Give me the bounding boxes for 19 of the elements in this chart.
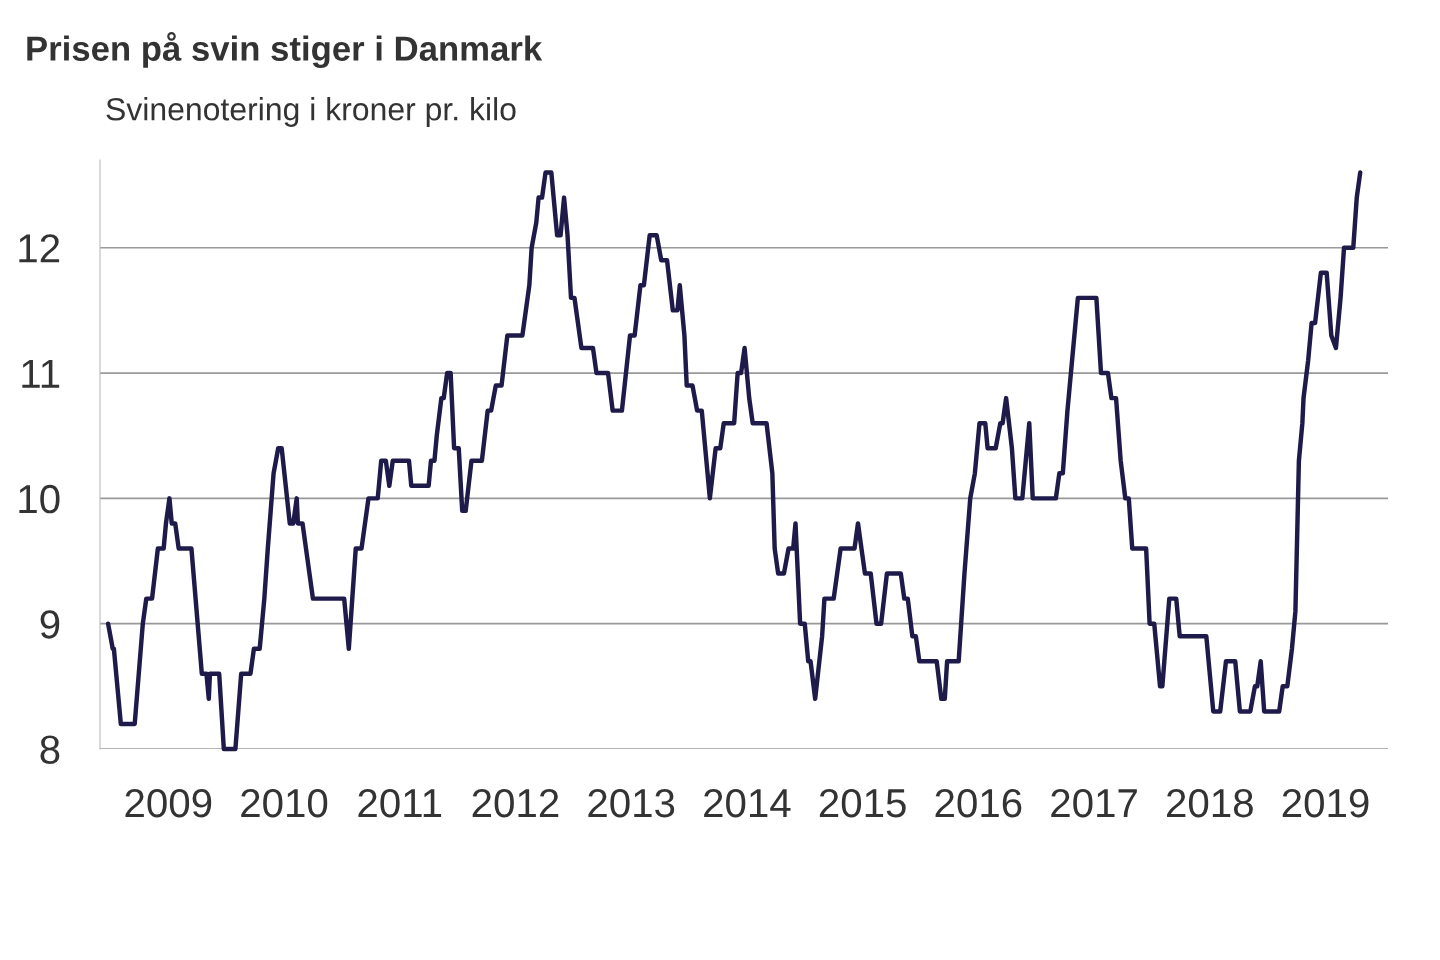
x-tick-label: 2017 [1051, 788, 1137, 818]
x-tick-label: 2013 [588, 788, 675, 818]
y-tick-label: 8 [40, 735, 60, 764]
x-tick-label: 2018 [1167, 788, 1253, 818]
x-tick-label: 2010 [241, 788, 328, 818]
x-tick-label: 2012 [472, 788, 559, 818]
x-tick-label: 2011 [358, 788, 442, 818]
chart-title: Prisen på svin stiger i Danmark [27, 32, 543, 68]
x-tick-label: 2016 [935, 788, 1022, 818]
y-tick-label: 12 [19, 234, 60, 263]
chart-subtitle: Svinenotering i kroner pr. kilo [106, 97, 516, 127]
y-tick-label: 10 [19, 484, 60, 514]
x-tick-label: 2009 [125, 788, 212, 818]
y-tick-label: 11 [22, 359, 60, 388]
x-tick-label: 2019 [1282, 788, 1369, 818]
x-tick-label: 2014 [704, 788, 791, 818]
line-series [105, 170, 1363, 752]
y-tick-label: 9 [40, 610, 60, 639]
x-tick-label: 2015 [819, 788, 906, 818]
